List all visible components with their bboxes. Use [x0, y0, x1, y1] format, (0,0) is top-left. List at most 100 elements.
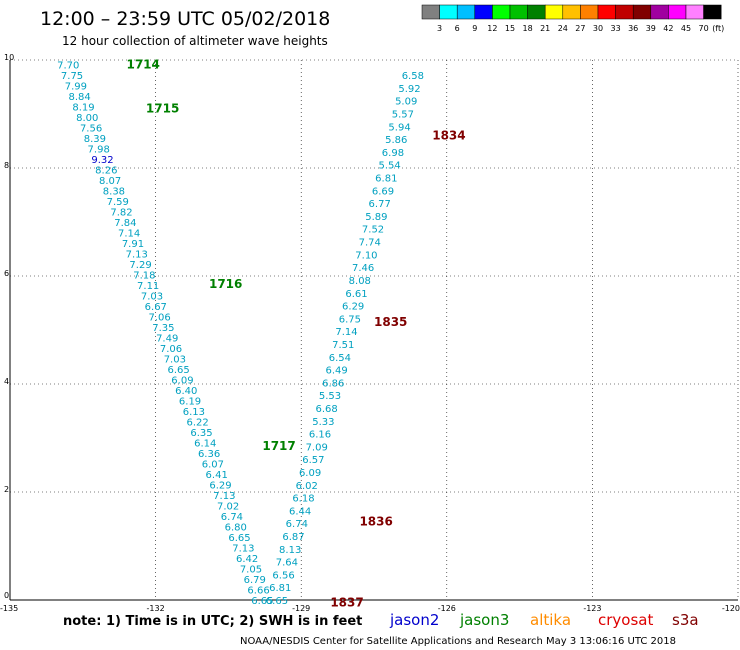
colorbar-label: 3 — [437, 24, 442, 33]
wave-height-value: 6.68 — [316, 404, 338, 415]
colorbar-swatch — [685, 4, 704, 20]
satellite-legend: jason2 jason3 altika cryosat s3a — [389, 611, 699, 629]
colorbar-label: 30 — [593, 24, 603, 33]
colorbar-label: 39 — [646, 24, 656, 33]
wave-height-value: 7.03 — [164, 354, 186, 365]
wave-height-value: 7.13 — [213, 491, 235, 502]
wave-height-value: 8.38 — [103, 186, 125, 197]
wave-height-value: 8.00 — [76, 113, 98, 124]
wave-height-value: 5.57 — [392, 110, 414, 121]
colorbar-swatch — [456, 4, 476, 20]
colorbar-label: 27 — [575, 24, 585, 33]
wave-height-value: 6.49 — [325, 366, 347, 377]
wave-height-value: 7.14 — [118, 228, 140, 239]
colorbar-swatch — [580, 4, 599, 20]
wave-height-value: 7.06 — [148, 312, 170, 323]
wave-height-value: 6.65 — [167, 365, 189, 376]
colorbar-legend: 3 6 9 12 15 18 21 24 27 30 33 36 39 42 45 70 (ft) — [421, 4, 724, 33]
wave-height-value: 7.11 — [137, 281, 159, 292]
wave-height-value: 5.33 — [312, 417, 334, 428]
colorbar-swatch — [492, 4, 511, 20]
y-tick-label: 0 — [4, 591, 9, 600]
wave-height-value: 6.07 — [202, 459, 224, 470]
wave-height-value: 6.67 — [145, 302, 167, 313]
wave-height-value: 6.61 — [345, 289, 367, 300]
wave-height-value: 7.99 — [65, 81, 87, 92]
colorbar-swatch — [527, 4, 546, 20]
wave-height-value: 7.82 — [110, 207, 132, 218]
wave-height-value: 7.98 — [88, 144, 110, 155]
wave-height-value: 6.74 — [221, 512, 243, 523]
wave-height-value: 6.41 — [206, 470, 228, 481]
wave-height-value: 7.59 — [107, 197, 129, 208]
colorbar-label: 18 — [523, 24, 533, 33]
wave-height-value: 7.49 — [156, 333, 178, 344]
wave-height-value: 7.14 — [335, 327, 357, 338]
wave-height-value: 6.65 — [266, 596, 288, 607]
colorbar-label: 15 — [505, 24, 515, 33]
colorbar-swatch — [650, 4, 669, 20]
colorbar-label: 24 — [558, 24, 568, 33]
wave-height-value: 7.13 — [126, 249, 148, 260]
wave-height-value: 6.65 — [251, 596, 273, 607]
wave-height-value: 6.19 — [179, 396, 201, 407]
colorbar-swatch — [615, 4, 634, 20]
colorbar-swatch — [703, 4, 722, 20]
colorbar-swatch — [474, 4, 493, 20]
y-tick-label: 8 — [4, 161, 9, 170]
wave-height-value: 6.98 — [382, 148, 404, 159]
wave-height-value: 6.65 — [228, 533, 250, 544]
wave-height-value: 6.58 — [402, 71, 424, 82]
colorbar-label: 9 — [472, 24, 477, 33]
x-tick-label: -129 — [292, 604, 310, 613]
satellite-legend-s3a: s3a — [672, 611, 699, 629]
wave-height-value: 7.74 — [359, 238, 381, 249]
wave-height-value: 7.18 — [133, 270, 155, 281]
axis-ticks: -135 -132 -129 -126 -123 -120 0 2 4 6 8 10 — [0, 53, 740, 613]
satellite-legend-jason3: jason3 — [459, 611, 509, 629]
wave-height-value: 8.08 — [349, 276, 371, 287]
wave-height-value: 8.19 — [72, 102, 94, 113]
wave-height-value: 6.77 — [369, 199, 391, 210]
colorbar-swatch — [562, 4, 581, 20]
wave-height-value: 7.02 — [217, 501, 239, 512]
colorbar-unit: (ft) — [712, 24, 724, 33]
footer-credit: NOAA/NESDIS Center for Satellite Applica… — [240, 636, 676, 647]
time-label: 1837 — [330, 596, 363, 610]
grid-lines — [10, 59, 739, 600]
wave-height-value: 5.53 — [319, 391, 341, 402]
wave-height-value: 6.74 — [286, 519, 308, 530]
wave-height-value: 6.86 — [322, 378, 344, 389]
colorbar-swatch — [668, 4, 687, 20]
wave-height-value: 7.35 — [152, 323, 174, 334]
wave-height-value: 7.46 — [352, 263, 374, 274]
colorbar-label: 42 — [663, 24, 673, 33]
colorbar-swatch — [421, 4, 440, 20]
x-tick-label: -123 — [583, 604, 601, 613]
wave-height-value: 7.56 — [80, 123, 102, 134]
colorbar-label: 6 — [455, 24, 460, 33]
wave-height-value: 6.57 — [302, 455, 324, 466]
satellite-legend-jason2: jason2 — [389, 611, 439, 629]
wave-height-value: 6.35 — [190, 428, 212, 439]
plot-frame — [9, 60, 738, 601]
wave-height-value: 7.75 — [61, 71, 83, 82]
colorbar-label: 36 — [628, 24, 638, 33]
wave-height-value: 8.13 — [279, 545, 301, 556]
wave-height-value: 6.40 — [175, 386, 197, 397]
wave-height-value: 5.86 — [385, 135, 407, 146]
time-label: 1834 — [432, 129, 465, 143]
wave-height-value: 5.09 — [395, 97, 417, 108]
wave-height-value: 6.29 — [342, 302, 364, 313]
wave-height-value: 6.81 — [269, 583, 291, 594]
wave-height-value: 6.09 — [171, 375, 193, 386]
colorbar-label: 33 — [611, 24, 621, 33]
wave-height-value: 6.09 — [299, 468, 321, 479]
wave-height-value: 6.75 — [339, 314, 361, 325]
wave-height-value: 6.22 — [187, 417, 209, 428]
wave-height-value: 6.81 — [375, 174, 397, 185]
wave-height-value: 6.80 — [225, 522, 247, 533]
x-tick-label: -135 — [0, 604, 18, 613]
wave-height-value: 7.64 — [276, 558, 298, 569]
wave-height-value: 5.92 — [398, 84, 420, 95]
